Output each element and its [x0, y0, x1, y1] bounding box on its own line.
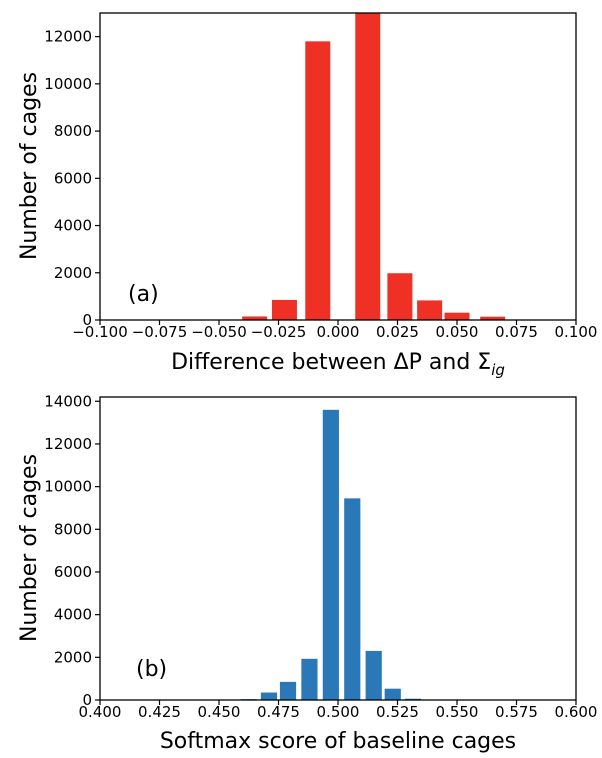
x-tick-label-b-1: 0.425: [138, 703, 181, 721]
bars-a: [242, 13, 535, 320]
y-axis-label-a: Number of cages: [17, 72, 42, 260]
chart-panel-a: −0.100−0.075−0.050−0.025 0.000 0.025 0.050 0…: [17, 13, 597, 379]
y-tick-label-a-0: 0: [82, 311, 92, 329]
y-tick-label-b-0: 0: [82, 691, 92, 709]
x-tick-label-a-3: −0.025: [251, 323, 307, 341]
y-tick-label-a-1: 2000: [54, 264, 92, 282]
x-tick-label-a-1: −0.075: [132, 323, 188, 341]
bar-b-5: [344, 498, 360, 700]
x-tick-label-a-5: 0.025: [376, 323, 419, 341]
y-tick-label-a-6: 12000: [44, 28, 92, 46]
x-axis-label-main-a: Difference between ΔP and Σ: [171, 350, 491, 375]
x-tick-label-a-7: 0.075: [495, 323, 538, 341]
y-tick-label-a-2: 4000: [54, 217, 92, 235]
bar-b-3: [301, 659, 317, 700]
axes-frame-a: [100, 13, 576, 320]
x-axis-label-b: Softmax score of baseline cages: [160, 729, 516, 754]
x-tick-label-a-0: −0.100: [72, 323, 128, 341]
x-tick-label-a-6: 0.050: [436, 323, 479, 341]
x-tick-label-a-4: 0.000: [317, 323, 360, 341]
y-tick-label-b-7: 14000: [44, 392, 92, 410]
bars-b: [241, 410, 442, 700]
x-tick-label-b-2: 0.450: [198, 703, 241, 721]
y-tick-label-a-5: 10000: [44, 75, 92, 93]
bar-b-2: [280, 682, 296, 700]
y-tick-label-b-6: 12000: [44, 435, 92, 453]
x-tick-label-b-3: 0.475: [257, 703, 300, 721]
x-tick-label-b-5: 0.525: [376, 703, 419, 721]
bar-a-4: [387, 273, 412, 320]
y-tick-label-b-1: 2000: [54, 648, 92, 666]
x-axis-label-subscript-a: ig: [491, 361, 505, 379]
x-axis-label-main-b: Softmax score of baseline cages: [160, 729, 516, 754]
bar-b-1: [261, 693, 277, 700]
bar-a-2: [305, 41, 330, 320]
y-tick-label-a-3: 6000: [54, 169, 92, 187]
bar-b-6: [366, 651, 382, 700]
y-tick-label-b-4: 8000: [54, 520, 92, 538]
bar-b-4: [323, 410, 339, 700]
x-tick-label-b-7: 0.575: [495, 703, 538, 721]
x-tick-label-b-4: 0.500: [317, 703, 360, 721]
y-tick-label-b-2: 4000: [54, 606, 92, 624]
x-tick-label-b-6: 0.550: [436, 703, 479, 721]
x-tick-label-b-8: 0.600: [555, 703, 598, 721]
y-axis-label-b: Number of cages: [17, 454, 42, 642]
x-axis-label-a: Difference between ΔP and Σig: [171, 350, 505, 379]
x-tick-label-a-2: −0.050: [191, 323, 247, 341]
y-tick-label-a-4: 8000: [54, 122, 92, 140]
bar-a-1: [272, 300, 297, 320]
y-tick-label-b-3: 6000: [54, 563, 92, 581]
bar-b-7: [385, 689, 401, 700]
bar-a-5: [417, 300, 442, 320]
bar-a-3: [355, 13, 380, 320]
y-tick-label-b-5: 10000: [44, 478, 92, 496]
panel-label-b: (b): [136, 657, 167, 682]
bar-a-6: [445, 313, 470, 320]
x-tick-label-a-8: 0.100: [555, 323, 598, 341]
panel-label-a: (a): [128, 282, 159, 307]
